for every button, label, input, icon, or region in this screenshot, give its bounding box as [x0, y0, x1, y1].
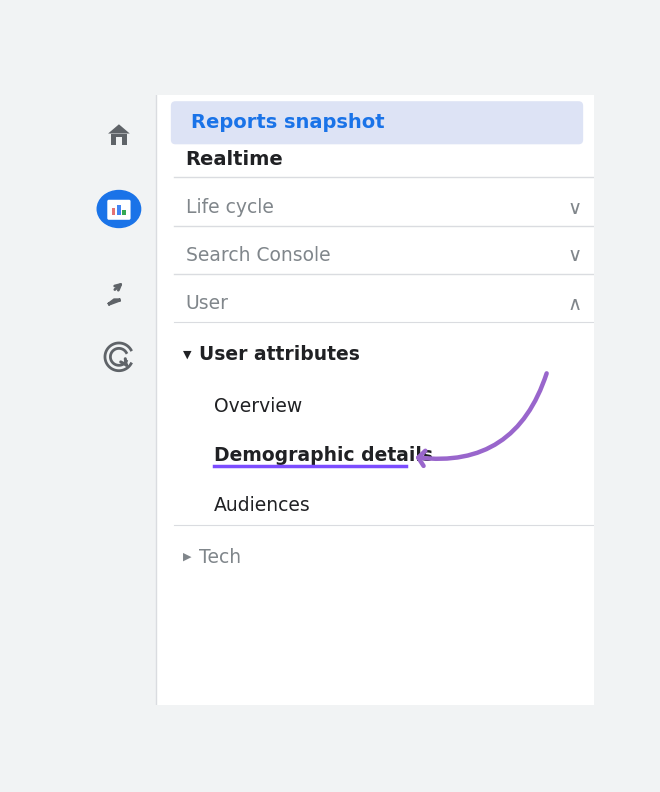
- Text: ▶: ▶: [183, 552, 192, 562]
- Text: Life cycle: Life cycle: [185, 198, 273, 217]
- Text: Tech: Tech: [199, 547, 241, 566]
- Text: Audiences: Audiences: [214, 496, 311, 515]
- Polygon shape: [111, 134, 127, 145]
- Text: ∨: ∨: [568, 246, 581, 265]
- Text: Demographic details: Demographic details: [214, 446, 433, 465]
- Text: Overview: Overview: [214, 398, 302, 417]
- FancyBboxPatch shape: [171, 101, 583, 144]
- Polygon shape: [108, 300, 121, 304]
- FancyBboxPatch shape: [112, 208, 115, 215]
- Text: ▼: ▼: [183, 349, 192, 360]
- Text: Realtime: Realtime: [185, 150, 283, 169]
- FancyBboxPatch shape: [117, 205, 121, 215]
- FancyBboxPatch shape: [156, 95, 594, 705]
- Polygon shape: [108, 124, 130, 134]
- Text: Reports snapshot: Reports snapshot: [191, 113, 385, 132]
- Text: User attributes: User attributes: [199, 345, 360, 364]
- FancyBboxPatch shape: [108, 200, 131, 219]
- Text: ∨: ∨: [568, 199, 581, 218]
- Ellipse shape: [97, 191, 141, 227]
- FancyBboxPatch shape: [115, 137, 122, 145]
- Text: ∧: ∧: [568, 295, 581, 314]
- Text: User: User: [185, 294, 228, 313]
- Text: Search Console: Search Console: [185, 246, 330, 265]
- FancyBboxPatch shape: [122, 210, 126, 215]
